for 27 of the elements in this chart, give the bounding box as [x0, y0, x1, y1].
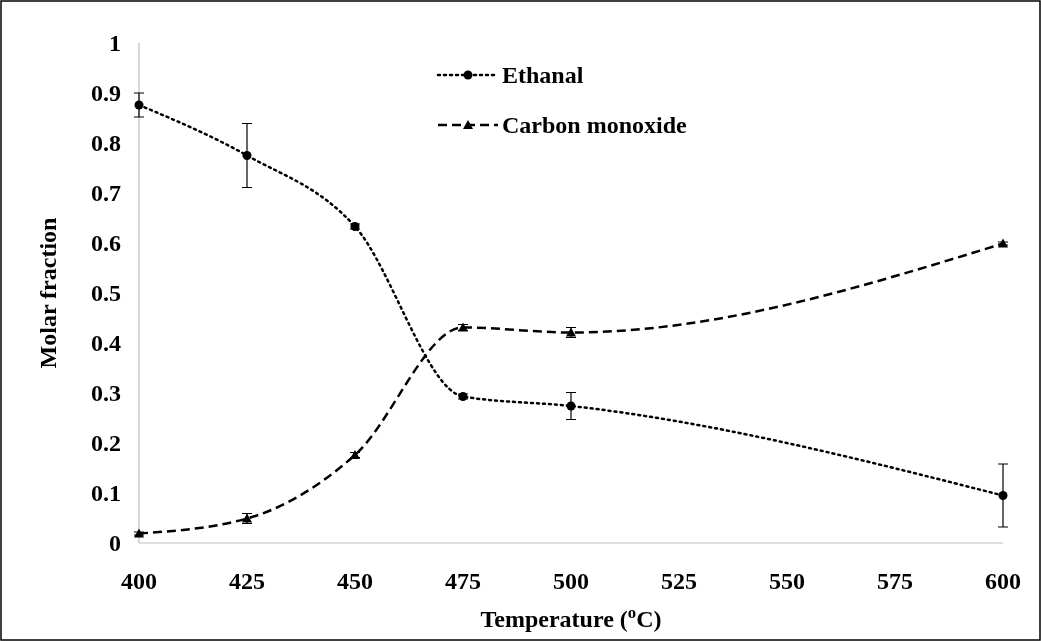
legend-label: Carbon monoxide	[502, 112, 688, 138]
x-tick-label: 425	[229, 568, 265, 594]
point	[566, 401, 576, 411]
x-tick-label: 600	[985, 568, 1021, 594]
y-tick-label: 0.3	[91, 380, 121, 406]
x-axis-title: Temperature ($^{o}$C)	[480, 602, 662, 632]
x-tick-label: 450	[337, 568, 373, 594]
y-tick-label: 0.8	[91, 130, 121, 156]
x-tick-label: 550	[769, 568, 805, 594]
y-tick-label: 0	[109, 530, 121, 556]
x-tick-label: 575	[877, 568, 913, 594]
y-tick-label: 0.5	[91, 280, 121, 306]
x-tick-label: 400	[121, 568, 157, 594]
y-tick-label: 0.1	[91, 480, 121, 506]
y-tick-label: 0.7	[91, 180, 121, 206]
x-tick-label: 500	[553, 568, 589, 594]
y-axis-title: Molar fraction	[35, 217, 61, 369]
point	[242, 151, 252, 160]
point	[998, 491, 1008, 500]
x-tick-label: 475	[445, 568, 481, 594]
legend-label: Ethanal	[502, 62, 584, 88]
y-tick-label: 0.4	[91, 330, 121, 356]
y-tick-label: 0.2	[91, 430, 121, 456]
y-tick-label: 1	[109, 30, 121, 56]
y-tick-label: 0.9	[91, 80, 121, 106]
y-tick-label: 0.6	[91, 230, 121, 256]
x-tick-label: 525	[661, 568, 697, 594]
